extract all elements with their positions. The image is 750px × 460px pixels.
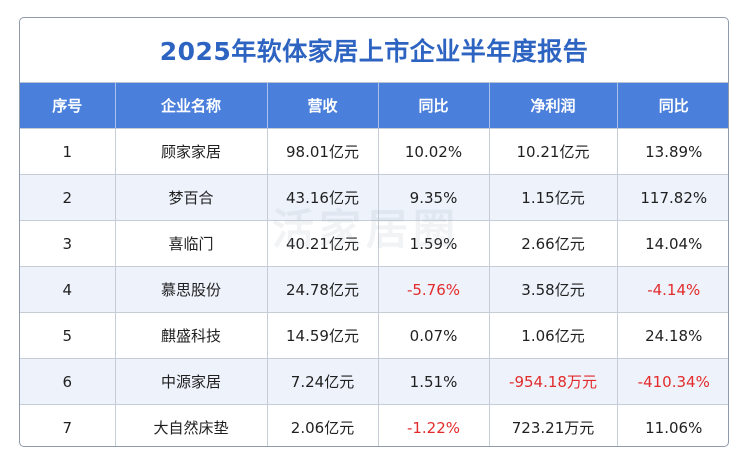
report-title: 2025年软体家居上市企业半年度报告: [20, 18, 728, 83]
revenue-yoy-cell: 1.51%: [378, 358, 490, 405]
profit-yoy-cell: 11.06%: [617, 404, 728, 446]
profit-yoy-cell: 14.04%: [617, 220, 728, 267]
company-table: 序号 企业名称 营收 同比 净利润 同比 1 顾家家居 98.01亿元 10.02% 1…: [20, 83, 728, 446]
table-row: 5 麒盛科技 14.59亿元 0.07% 1.06亿元 24.18%: [20, 312, 728, 359]
row-index-cell: 2: [20, 174, 116, 221]
table-row: 2 梦百合 43.16亿元 9.35% 1.15亿元 117.82%: [20, 174, 728, 221]
table-row: 4 慕思股份 24.78亿元 -5.76% 3.58亿元 -4.14%: [20, 266, 728, 313]
profit-yoy-cell: -410.34%: [617, 358, 728, 405]
company-name-cell: 喜临门: [115, 220, 268, 267]
net-profit-cell: 3.58亿元: [489, 266, 618, 313]
revenue-cell: 14.59亿元: [267, 312, 379, 359]
company-name-cell: 慕思股份: [115, 266, 268, 313]
net-profit-cell: 723.21万元: [489, 404, 618, 446]
revenue-yoy-cell: 9.35%: [378, 174, 490, 221]
profit-yoy-cell: 24.18%: [617, 312, 728, 359]
net-profit-cell: 2.66亿元: [489, 220, 618, 267]
company-name-cell: 梦百合: [115, 174, 268, 221]
header-profit-yoy: 同比: [617, 83, 728, 129]
row-index-cell: 7: [20, 404, 116, 446]
header-index: 序号: [20, 83, 116, 129]
header-revenue-yoy: 同比: [378, 83, 490, 129]
table-row: 3 喜临门 40.21亿元 1.59% 2.66亿元 14.04%: [20, 220, 728, 267]
company-name-cell: 大自然床垫: [115, 404, 268, 446]
company-name-cell: 麒盛科技: [115, 312, 268, 359]
revenue-cell: 98.01亿元: [267, 128, 379, 175]
profit-yoy-cell: 117.82%: [617, 174, 728, 221]
revenue-cell: 43.16亿元: [267, 174, 379, 221]
row-index-cell: 3: [20, 220, 116, 267]
company-name-cell: 中源家居: [115, 358, 268, 405]
revenue-yoy-cell: 0.07%: [378, 312, 490, 359]
revenue-yoy-cell: -5.76%: [378, 266, 490, 313]
row-index-cell: 6: [20, 358, 116, 405]
net-profit-cell: 10.21亿元: [489, 128, 618, 175]
revenue-cell: 24.78亿元: [267, 266, 379, 313]
profit-yoy-cell: -4.14%: [617, 266, 728, 313]
header-company-name: 企业名称: [115, 83, 268, 129]
revenue-cell: 7.24亿元: [267, 358, 379, 405]
table-row: 1 顾家家居 98.01亿元 10.02% 10.21亿元 13.89%: [20, 128, 728, 175]
row-index-cell: 4: [20, 266, 116, 313]
revenue-yoy-cell: -1.22%: [378, 404, 490, 446]
table-row: 7 大自然床垫 2.06亿元 -1.22% 723.21万元 11.06%: [20, 404, 728, 446]
report-card: 2025年软体家居上市企业半年度报告 序号 企业名称 营收 同比 净利润 同比 …: [19, 17, 729, 447]
header-revenue: 营收: [267, 83, 379, 129]
revenue-yoy-cell: 1.59%: [378, 220, 490, 267]
header-net-profit: 净利润: [489, 83, 618, 129]
revenue-cell: 40.21亿元: [267, 220, 379, 267]
revenue-yoy-cell: 10.02%: [378, 128, 490, 175]
header-row: 序号 企业名称 营收 同比 净利润 同比: [20, 83, 728, 129]
table-row: 6 中源家居 7.24亿元 1.51% -954.18万元 -410.34%: [20, 358, 728, 405]
net-profit-cell: 1.06亿元: [489, 312, 618, 359]
net-profit-cell: 1.15亿元: [489, 174, 618, 221]
net-profit-cell: -954.18万元: [489, 358, 618, 405]
profit-yoy-cell: 13.89%: [617, 128, 728, 175]
row-index-cell: 5: [20, 312, 116, 359]
row-index-cell: 1: [20, 128, 116, 175]
revenue-cell: 2.06亿元: [267, 404, 379, 446]
company-name-cell: 顾家家居: [115, 128, 268, 175]
